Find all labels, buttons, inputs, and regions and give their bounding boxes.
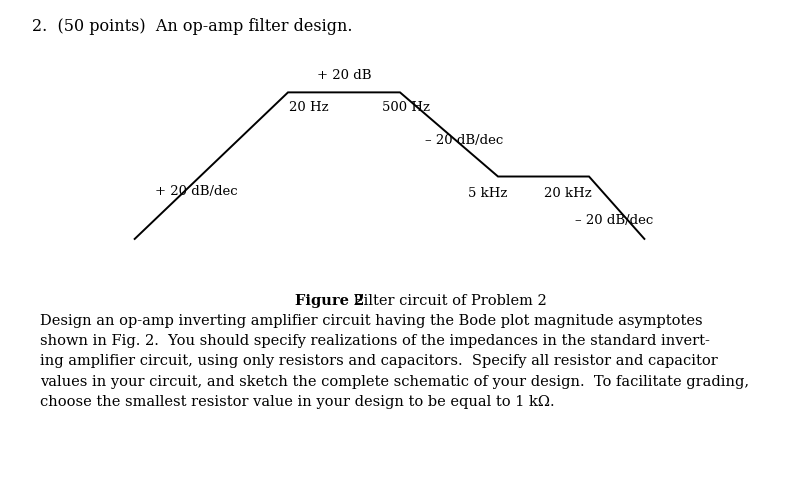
Text: + 20 dB: + 20 dB xyxy=(316,69,371,82)
Text: Figure 2: Figure 2 xyxy=(295,294,364,308)
Text: Filter circuit of Problem 2: Filter circuit of Problem 2 xyxy=(335,294,546,308)
Text: + 20 dB/dec: + 20 dB/dec xyxy=(155,185,237,198)
Text: 5 kHz: 5 kHz xyxy=(468,187,507,200)
Text: 20 kHz: 20 kHz xyxy=(544,187,592,200)
Text: Design an op-amp inverting amplifier circuit having the Bode plot magnitude asym: Design an op-amp inverting amplifier cir… xyxy=(40,314,750,408)
Text: – 20 dB/dec: – 20 dB/dec xyxy=(424,134,503,147)
Text: 2.  (50 points)  An op-amp filter design.: 2. (50 points) An op-amp filter design. xyxy=(32,18,353,35)
Text: 500 Hz: 500 Hz xyxy=(383,101,430,114)
Text: – 20 dB/dec: – 20 dB/dec xyxy=(575,214,653,227)
Text: 20 Hz: 20 Hz xyxy=(290,101,329,114)
